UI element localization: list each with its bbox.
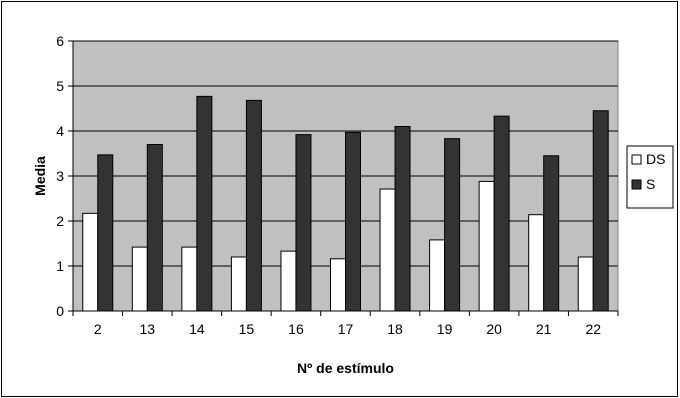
x-tick-label-15: 15 [239, 321, 255, 337]
y-tick-label-4: 4 [56, 123, 64, 139]
bar-s-13 [146, 144, 163, 312]
bar-ds-22 [577, 256, 594, 312]
bar-ds-20 [478, 180, 495, 312]
y-tick-label-0: 0 [56, 303, 64, 319]
bar-ds-19 [429, 239, 446, 312]
y-ticks: 0 1 2 3 4 5 6 [56, 33, 73, 319]
x-tick-label-18: 18 [387, 321, 403, 337]
bar-s-16 [295, 134, 312, 312]
bar-s-2 [97, 154, 114, 312]
bar-ds-2 [82, 212, 99, 312]
y-axis-title: Media [32, 156, 48, 196]
x-tick-label-14: 14 [189, 321, 205, 337]
y-tick-label-3: 3 [56, 168, 64, 184]
x-tick-label-20: 20 [486, 321, 502, 337]
bar-s-20 [493, 115, 510, 312]
bar-ds-14 [181, 246, 198, 312]
legend-swatch-s [631, 179, 642, 190]
bar-ds-21 [528, 214, 545, 312]
bar-ds-18 [379, 188, 396, 312]
bar-s-18 [394, 126, 411, 312]
y-tick-label-5: 5 [56, 78, 64, 94]
bar-s-15 [245, 99, 262, 312]
bar-s-19 [444, 138, 461, 312]
bar-s-22 [592, 110, 609, 312]
bar-ds-13 [131, 246, 148, 312]
bar-ds-17 [330, 258, 346, 312]
x-tick-label-2: 2 [94, 321, 102, 337]
y-tick-label-1: 1 [56, 258, 64, 274]
legend-label-s: S [646, 176, 655, 192]
bar-s-17 [345, 131, 361, 312]
x-tick-label-21: 21 [536, 321, 552, 337]
legend-swatch-ds [631, 154, 642, 165]
bar-s-14 [196, 95, 213, 312]
x-ticks: 2 13 14 15 16 17 18 19 20 21 22 [72, 311, 619, 337]
x-tick-label-22: 22 [585, 321, 601, 337]
legend: DS S [626, 145, 674, 209]
y-tick-label-2: 2 [56, 213, 64, 229]
bar-s-21 [543, 155, 560, 312]
x-axis-title: Nº de estímulo [297, 360, 394, 376]
bar-ds-15 [230, 256, 247, 312]
x-tick-label-13: 13 [140, 321, 156, 337]
x-tick-label-19: 19 [437, 321, 453, 337]
y-tick-label-6: 6 [56, 33, 64, 49]
bar-ds-16 [280, 250, 297, 312]
x-tick-label-16: 16 [288, 321, 304, 337]
legend-label-ds: DS [646, 151, 665, 167]
x-tick-label-17: 17 [338, 321, 354, 337]
